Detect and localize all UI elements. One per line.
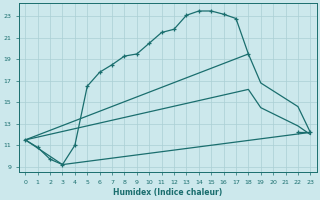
X-axis label: Humidex (Indice chaleur): Humidex (Indice chaleur): [113, 188, 222, 197]
